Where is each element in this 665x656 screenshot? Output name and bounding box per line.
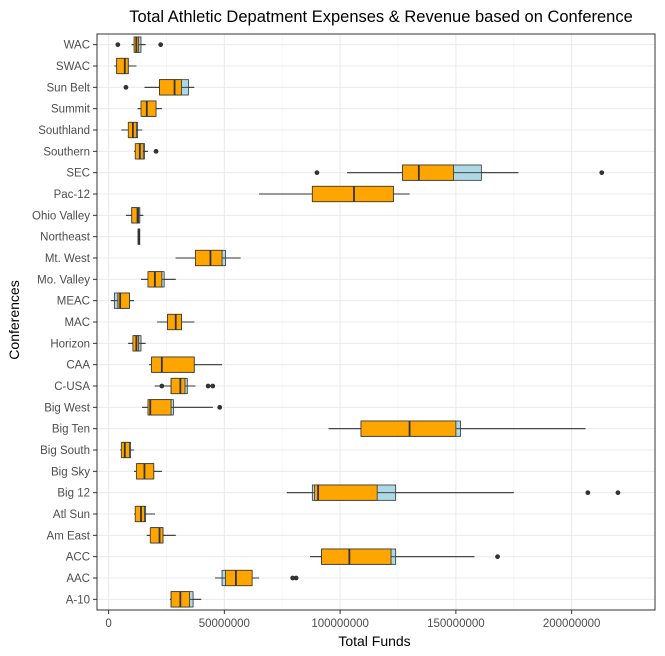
- outlier-point: [293, 575, 299, 581]
- y-tick-label: Big 12: [57, 488, 90, 500]
- x-tick-label: 50000000: [199, 618, 250, 630]
- outlier-point: [585, 490, 591, 495]
- outlier-point: [599, 170, 605, 175]
- x-tick-label: 200000000: [543, 618, 601, 630]
- x-axis-title: Total Funds: [338, 633, 410, 649]
- y-tick-label: C-USA: [54, 381, 90, 393]
- y-tick-label: MAC: [64, 317, 90, 329]
- box-expenses: [321, 548, 392, 565]
- x-tick-label: 100000000: [311, 618, 369, 630]
- y-tick-label: Big West: [44, 402, 91, 414]
- gridlines: [97, 34, 655, 610]
- box-expenses: [140, 100, 157, 117]
- y-tick-label: Big Sky: [51, 466, 90, 478]
- outlier-point: [158, 42, 163, 47]
- box-expenses: [402, 164, 454, 181]
- box-series: [110, 36, 621, 608]
- y-axis-ticks: A-10 AAC ACC Am East Atl Sun Big 12 Big Sky Big…: [32, 40, 97, 606]
- outlier-point: [217, 405, 223, 410]
- y-tick-label: Southland: [38, 125, 90, 137]
- y-tick-label: Atl Sun: [53, 509, 90, 521]
- x-tick-label: 150000000: [427, 618, 485, 630]
- box-expenses: [311, 185, 394, 203]
- box-expenses: [195, 249, 223, 267]
- y-tick-label: SEC: [66, 168, 90, 180]
- x-tick-label: 0: [105, 618, 111, 630]
- y-tick-label: Horizon: [50, 338, 90, 350]
- y-tick-label: ACC: [66, 552, 90, 564]
- outlier-point: [615, 490, 621, 495]
- y-tick-label: SWAC: [56, 61, 90, 73]
- box-expenses: [151, 356, 195, 373]
- box-expenses: [131, 207, 140, 224]
- box-expenses: [225, 569, 253, 587]
- y-tick-label: A-10: [66, 594, 90, 606]
- y-tick-label: Southern: [43, 146, 90, 158]
- box-expenses: [159, 79, 182, 96]
- outlier-point: [159, 383, 165, 389]
- outlier-point: [205, 383, 211, 389]
- box-expenses: [360, 420, 457, 437]
- y-tick-label: MEAC: [57, 296, 90, 308]
- box-expenses: [117, 292, 130, 309]
- chart-title: Total Athletic Depatment Expenses & Reve…: [129, 8, 633, 26]
- box-expenses: [134, 505, 145, 523]
- box-expenses: [147, 399, 172, 416]
- box-expenses: [116, 57, 129, 75]
- y-axis-title: Conferences: [6, 280, 22, 359]
- series-expenses: [110, 36, 621, 608]
- outlier-point: [314, 170, 320, 175]
- y-tick-label: Sun Belt: [47, 82, 91, 94]
- outlier-point: [210, 383, 216, 389]
- y-tick-label: Northeast: [40, 232, 91, 244]
- outlier-point: [290, 575, 295, 581]
- y-tick-label: WAC: [64, 40, 90, 52]
- y-tick-label: Big South: [40, 445, 90, 457]
- outlier-point: [115, 42, 121, 47]
- y-tick-label: AAC: [66, 573, 90, 585]
- y-tick-label: Summit: [51, 104, 91, 116]
- y-tick-label: Am East: [47, 530, 91, 542]
- box-expenses: [149, 527, 164, 544]
- box-expenses: [314, 484, 378, 501]
- y-tick-label: Pac-12: [54, 189, 90, 201]
- y-tick-label: Mt. West: [45, 253, 91, 265]
- x-axis-ticks: 0 50000000 100000000 150000000 200000000: [105, 610, 600, 630]
- y-tick-label: Mo. Valley: [37, 274, 90, 286]
- outlier-point: [153, 149, 159, 154]
- box-expenses: [170, 377, 186, 395]
- box-expenses: [167, 313, 182, 331]
- y-tick-label: Ohio Valley: [32, 210, 90, 222]
- outlier-point: [495, 554, 500, 559]
- outlier-point: [123, 85, 129, 90]
- y-tick-label: CAA: [66, 360, 90, 372]
- y-tick-label: Big Ten: [52, 424, 90, 436]
